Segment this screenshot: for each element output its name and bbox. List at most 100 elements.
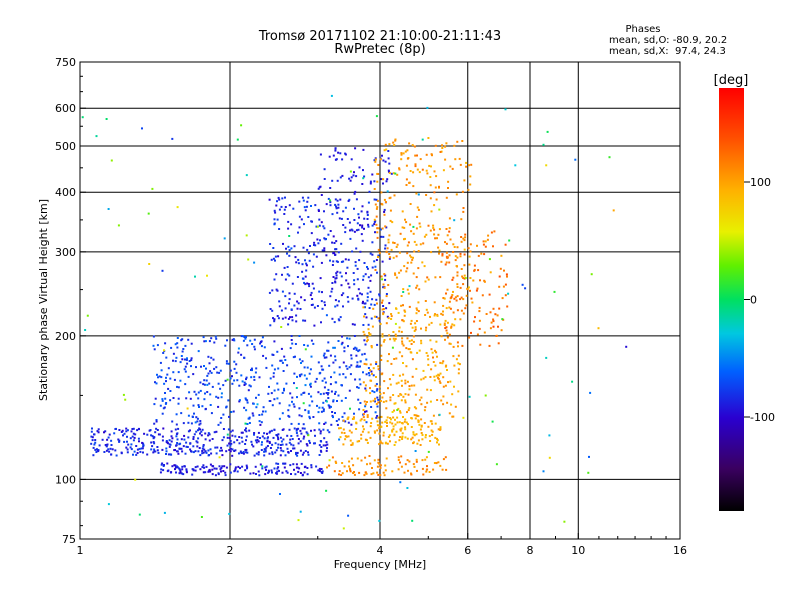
data-point	[255, 441, 258, 444]
data-point	[360, 233, 363, 236]
data-point	[348, 337, 351, 340]
data-point	[126, 429, 129, 432]
data-point	[273, 318, 276, 321]
data-point	[461, 140, 464, 142]
data-point	[397, 311, 400, 314]
data-point	[317, 411, 320, 414]
data-point	[370, 473, 373, 476]
data-point	[307, 451, 309, 454]
data-point	[272, 436, 275, 439]
data-point	[392, 416, 395, 419]
data-point	[335, 420, 338, 422]
data-point	[370, 303, 373, 306]
data-point	[459, 163, 462, 166]
data-point	[334, 248, 337, 251]
data-point	[456, 246, 459, 249]
data-point	[238, 452, 240, 455]
data-point	[190, 365, 192, 368]
data-point	[393, 339, 396, 342]
data-point	[310, 466, 313, 469]
data-point	[398, 168, 401, 171]
data-point	[461, 190, 464, 193]
data-point	[331, 287, 334, 290]
data-point	[177, 427, 180, 430]
data-point	[136, 448, 139, 451]
data-point	[416, 168, 419, 171]
data-point	[380, 228, 382, 231]
data-point	[169, 471, 172, 474]
data-point	[301, 473, 304, 476]
data-point	[486, 238, 489, 241]
data-point	[207, 432, 210, 435]
data-point	[462, 312, 465, 315]
data-point	[361, 430, 364, 433]
data-point	[362, 306, 365, 309]
data-point	[298, 414, 301, 417]
data-point	[385, 419, 388, 422]
data-point	[215, 467, 218, 470]
data-point	[359, 402, 362, 404]
data-point	[553, 290, 556, 293]
data-point	[221, 454, 224, 457]
data-point	[238, 400, 241, 403]
data-point	[362, 409, 365, 411]
data-point	[217, 405, 220, 408]
data-point	[464, 277, 467, 279]
data-point	[496, 314, 499, 317]
data-point	[375, 115, 378, 118]
data-point	[333, 371, 336, 374]
data-point	[388, 378, 391, 381]
data-point	[415, 276, 418, 279]
data-point	[365, 373, 368, 376]
data-point	[245, 376, 248, 379]
data-point	[405, 221, 408, 224]
data-point	[205, 465, 208, 468]
data-point	[364, 313, 367, 316]
y-tick-label: 500	[55, 140, 76, 153]
data-point	[159, 361, 162, 364]
data-point	[175, 471, 177, 474]
data-point	[292, 444, 295, 447]
data-point	[253, 375, 256, 378]
data-point	[316, 238, 319, 241]
data-point	[197, 429, 199, 432]
data-point	[372, 307, 375, 310]
data-point	[274, 211, 277, 214]
data-point	[167, 367, 170, 370]
data-point	[209, 448, 212, 451]
x-tick-label: 6	[464, 544, 471, 557]
data-point	[358, 349, 361, 352]
data-point	[107, 448, 110, 451]
data-point	[438, 374, 441, 377]
data-point	[452, 345, 455, 348]
data-point	[288, 292, 291, 295]
data-point	[142, 445, 145, 448]
data-point	[392, 425, 395, 428]
data-point	[106, 438, 109, 441]
data-point	[303, 344, 306, 346]
data-point	[353, 230, 356, 233]
data-point	[356, 386, 359, 389]
data-point	[389, 196, 392, 199]
data-point	[110, 453, 113, 456]
data-point	[355, 198, 358, 201]
data-point	[341, 158, 344, 161]
data-point	[335, 462, 338, 464]
data-point	[337, 318, 340, 321]
data-point	[325, 238, 327, 240]
data-point	[456, 274, 459, 277]
data-point	[407, 469, 409, 472]
data-point	[389, 338, 392, 341]
data-point	[400, 152, 403, 155]
data-point	[426, 276, 429, 279]
data-point	[425, 352, 428, 354]
data-point	[173, 464, 176, 467]
data-point	[97, 428, 100, 431]
data-point	[374, 158, 377, 161]
data-point	[450, 325, 453, 328]
data-point	[452, 251, 455, 253]
data-point	[355, 428, 358, 430]
data-point	[192, 436, 195, 438]
data-point	[242, 339, 245, 342]
data-point	[302, 402, 305, 405]
